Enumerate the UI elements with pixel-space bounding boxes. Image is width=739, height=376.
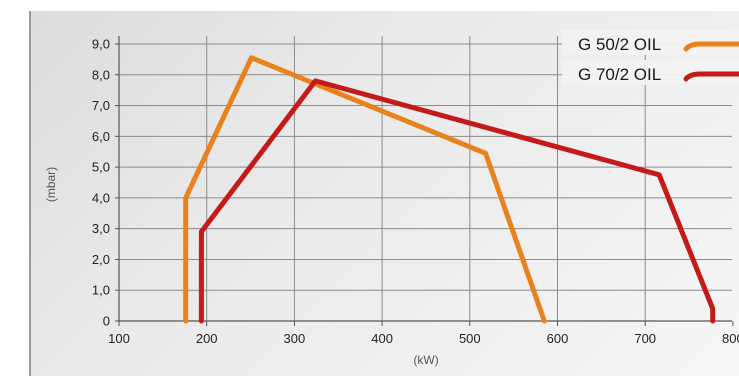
- y-tick-label: 2,0: [92, 252, 110, 267]
- legend-label: G 50/2 OIL: [578, 35, 661, 54]
- x-tick-label: 300: [284, 331, 306, 346]
- y-tick-label: 1,0: [92, 283, 110, 298]
- x-tick-label: 400: [371, 331, 393, 346]
- y-tick-label: 3,0: [92, 221, 110, 236]
- x-tick-label: 500: [459, 331, 481, 346]
- x-axis-label: (kW): [413, 353, 438, 367]
- legend: G 50/2 OIL G 70/2 OIL: [562, 30, 739, 85]
- y-tick-label: 7,0: [92, 98, 110, 113]
- y-tick-label: 9,0: [92, 37, 110, 52]
- axes: 0 1,0 2,0 3,0 4,0 5,0 6,0 7,0 8,0 9,0 100 200 300 400…: [92, 36, 739, 346]
- legend-swatch: [683, 71, 739, 82]
- y-tick-label: 8,0: [92, 67, 110, 82]
- y-tick-label: 6,0: [92, 129, 110, 144]
- legend-swatch: [683, 41, 739, 52]
- x-tick-label: 800: [722, 331, 739, 346]
- x-tick-label: 100: [108, 331, 130, 346]
- y-tick-label: 5,0: [92, 160, 110, 175]
- series-line-2: [198, 78, 716, 324]
- y-axis-label: (mbar): [44, 167, 58, 202]
- x-tick-label: 200: [196, 331, 218, 346]
- series-lines: [183, 55, 716, 324]
- y-tick-label: 4,0: [92, 190, 110, 205]
- x-tick-label: 700: [634, 331, 656, 346]
- legend-label: G 70/2 OIL: [578, 65, 661, 84]
- series-line-1: [183, 55, 547, 324]
- x-tick-label: 600: [547, 331, 569, 346]
- y-tick-label: 0: [103, 314, 110, 329]
